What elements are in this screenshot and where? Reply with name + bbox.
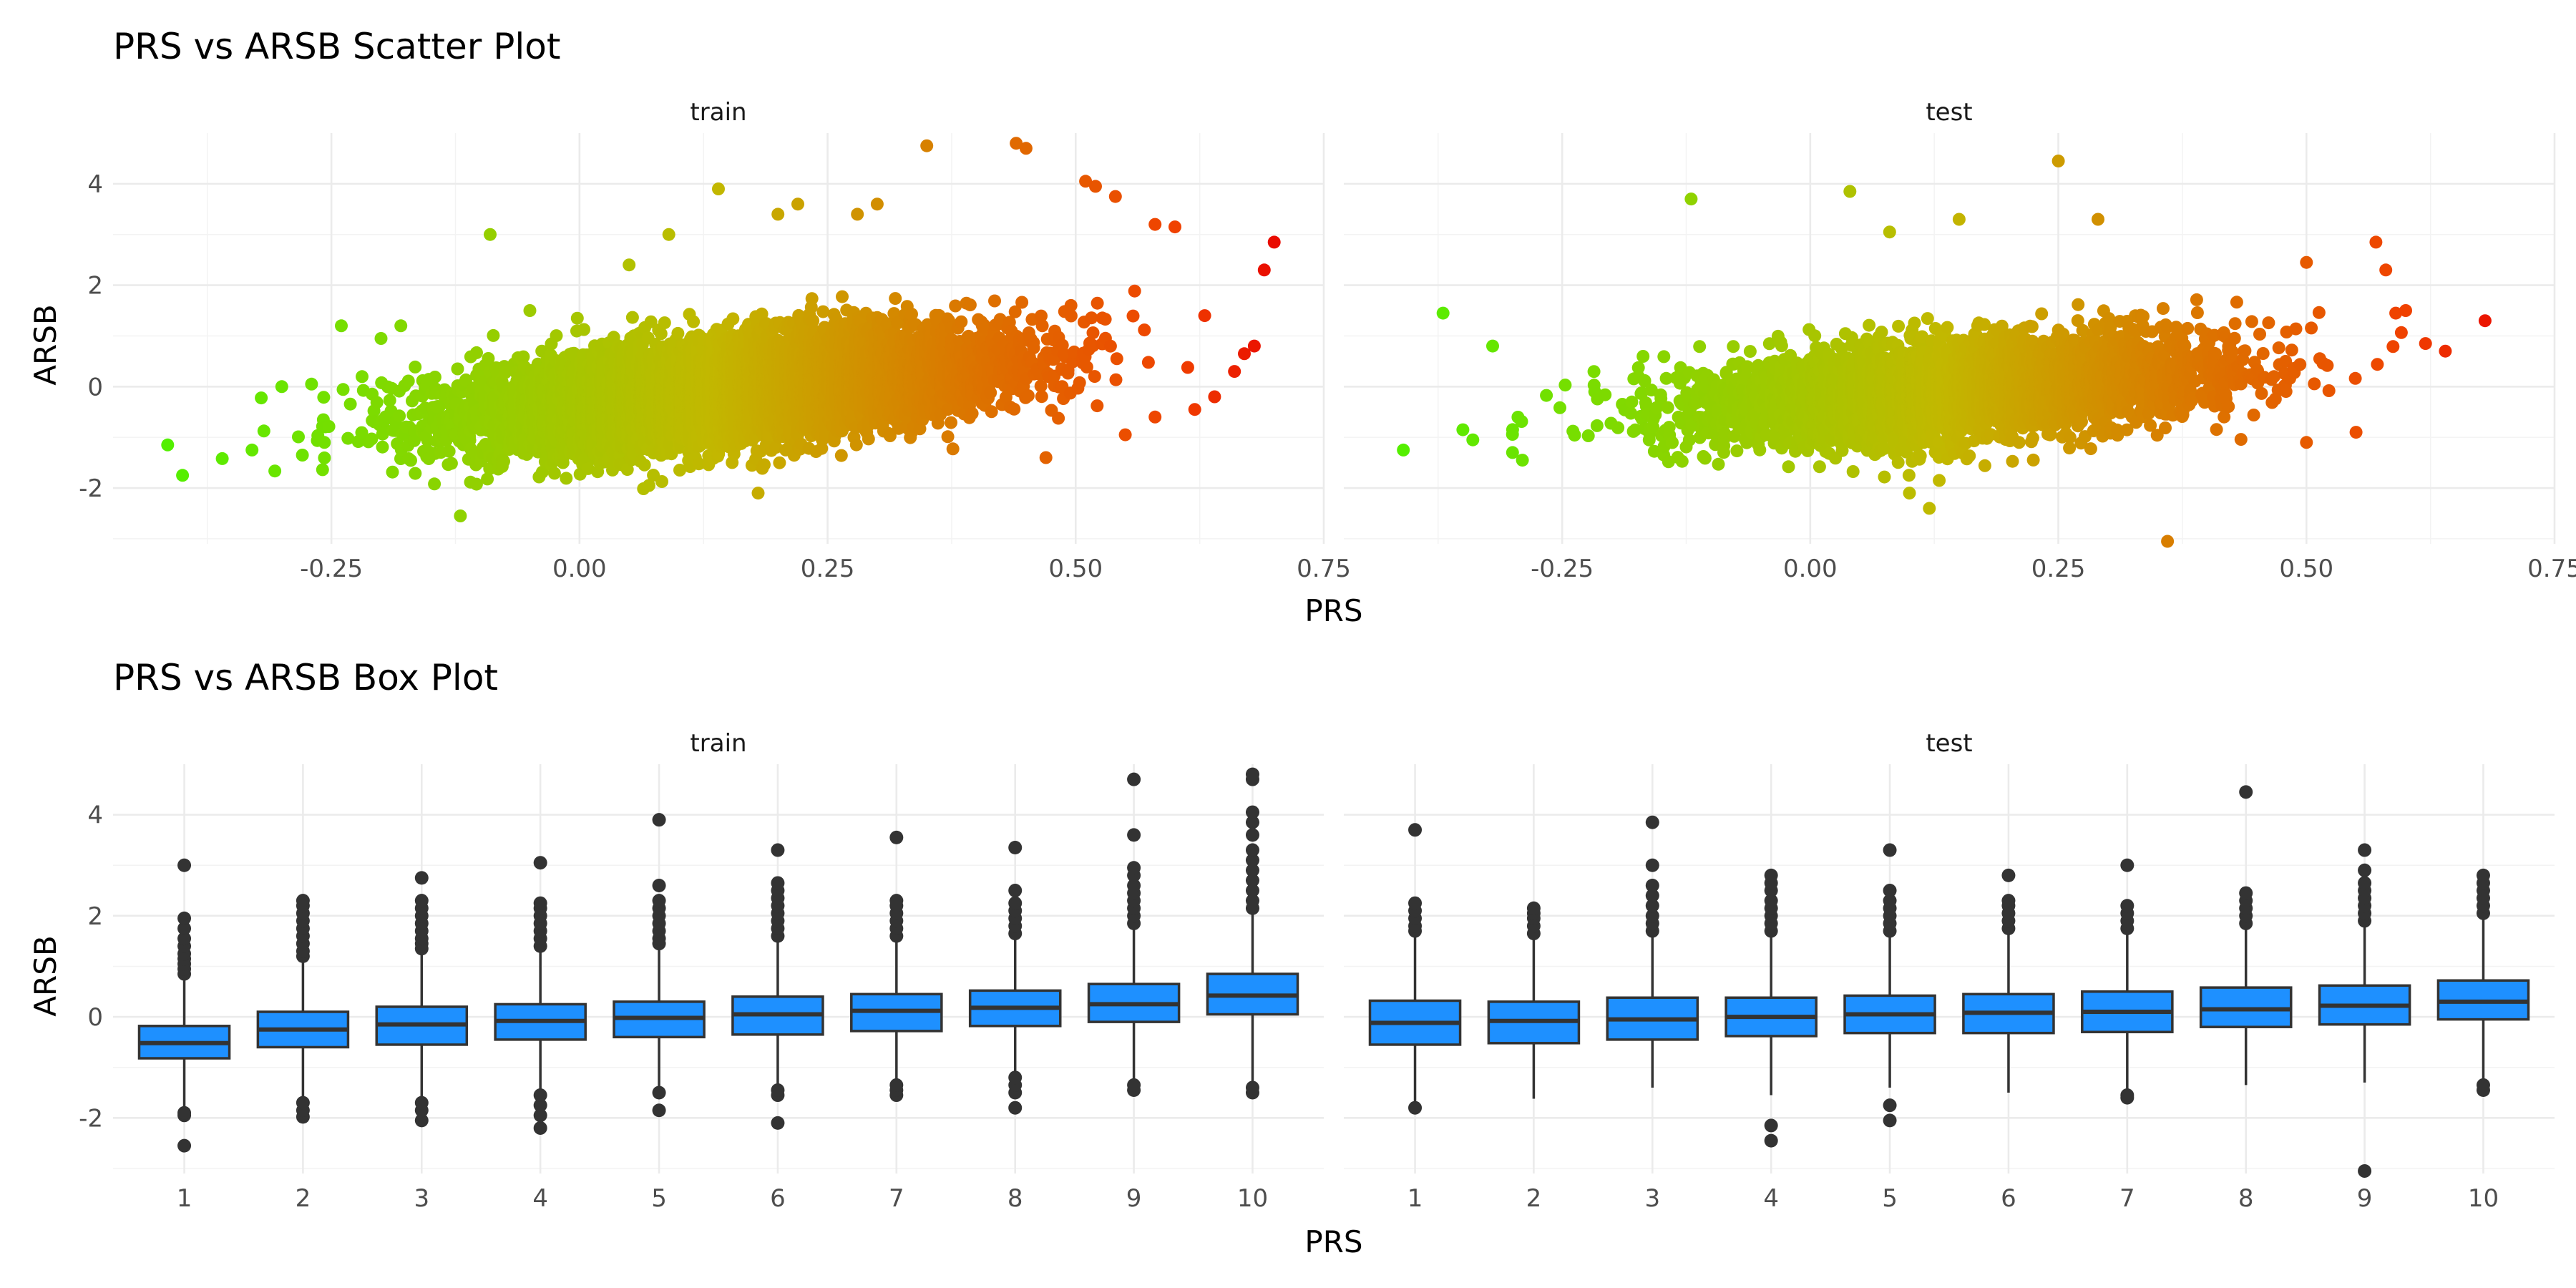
scatter-point [409,360,422,374]
scatter-point [343,397,357,411]
scatter-point [317,391,331,404]
scatter-point [176,469,190,482]
scatter-point [469,477,483,491]
scatter-point [296,449,309,462]
scatter-point [625,311,639,324]
scatter-point [245,443,259,457]
scatter-point [517,350,530,364]
scatter-point [523,304,537,317]
scatter-point [428,371,441,384]
scatter-point [268,464,282,478]
scatter-point [470,346,483,359]
scatter-point [161,438,175,452]
scatter-point [336,383,350,396]
scatter-point [662,228,675,241]
scatter-point [401,374,415,388]
scatter-point [623,258,636,272]
scatter-point [386,465,399,479]
scatter-point [335,319,348,333]
scatter-point [341,431,355,445]
scatter-point [305,377,318,391]
scatter-point [409,467,422,480]
scatter-point [433,400,446,414]
scatter-point [442,444,456,458]
scatter-point [444,457,458,470]
scatter-point [393,409,406,423]
scatter-point [499,366,512,379]
scatter-points-train [161,137,1281,522]
scatter-point [484,228,497,241]
scatter-point [687,315,701,328]
scatter-point [497,454,510,468]
scatter-point [535,465,549,479]
scatter-point [726,312,740,326]
scatter-point [275,380,288,394]
scatter-chart-title: PRS vs ARSB Scatter Plot [113,26,560,67]
scatter-point [459,373,473,386]
scatter-chart: PRS vs ARSB Scatter Plot train -0.25 0.00… [28,26,2576,628]
scatter-point [318,436,331,449]
scatter-point [255,391,268,405]
scatter-point [454,509,467,522]
scatter-point [655,475,668,488]
scatter-point [215,452,229,465]
scatter-point [451,362,464,376]
scatter-point [560,472,573,485]
scatter-point [394,319,408,333]
scatter-point [570,311,584,325]
scatter-point [481,472,494,486]
scatter-point [638,458,651,472]
scatter-point [370,396,384,409]
scatter-point [356,370,369,384]
scatter-point [428,477,441,491]
scatter-point [712,182,725,195]
scatter-strip-label-train: train [690,98,746,127]
scatter-point [374,332,388,345]
scatter-point [316,463,329,477]
scatter-point [547,467,561,480]
scatter-point [487,328,500,342]
scatter-point [407,434,421,447]
scatter-point [292,430,305,444]
scatter-point [355,426,369,439]
scatter-point [322,420,336,433]
scatter-point [376,440,389,454]
scatter-point [482,352,495,365]
scatter-point [577,323,590,336]
scatter-point [671,326,685,340]
scatter-point [550,329,563,343]
scatter-point [257,424,270,438]
scatter-point [365,432,379,446]
scatter-point [383,394,396,407]
scatter-point [404,454,417,467]
scatter-point [318,451,331,464]
scatter-point [658,316,671,330]
